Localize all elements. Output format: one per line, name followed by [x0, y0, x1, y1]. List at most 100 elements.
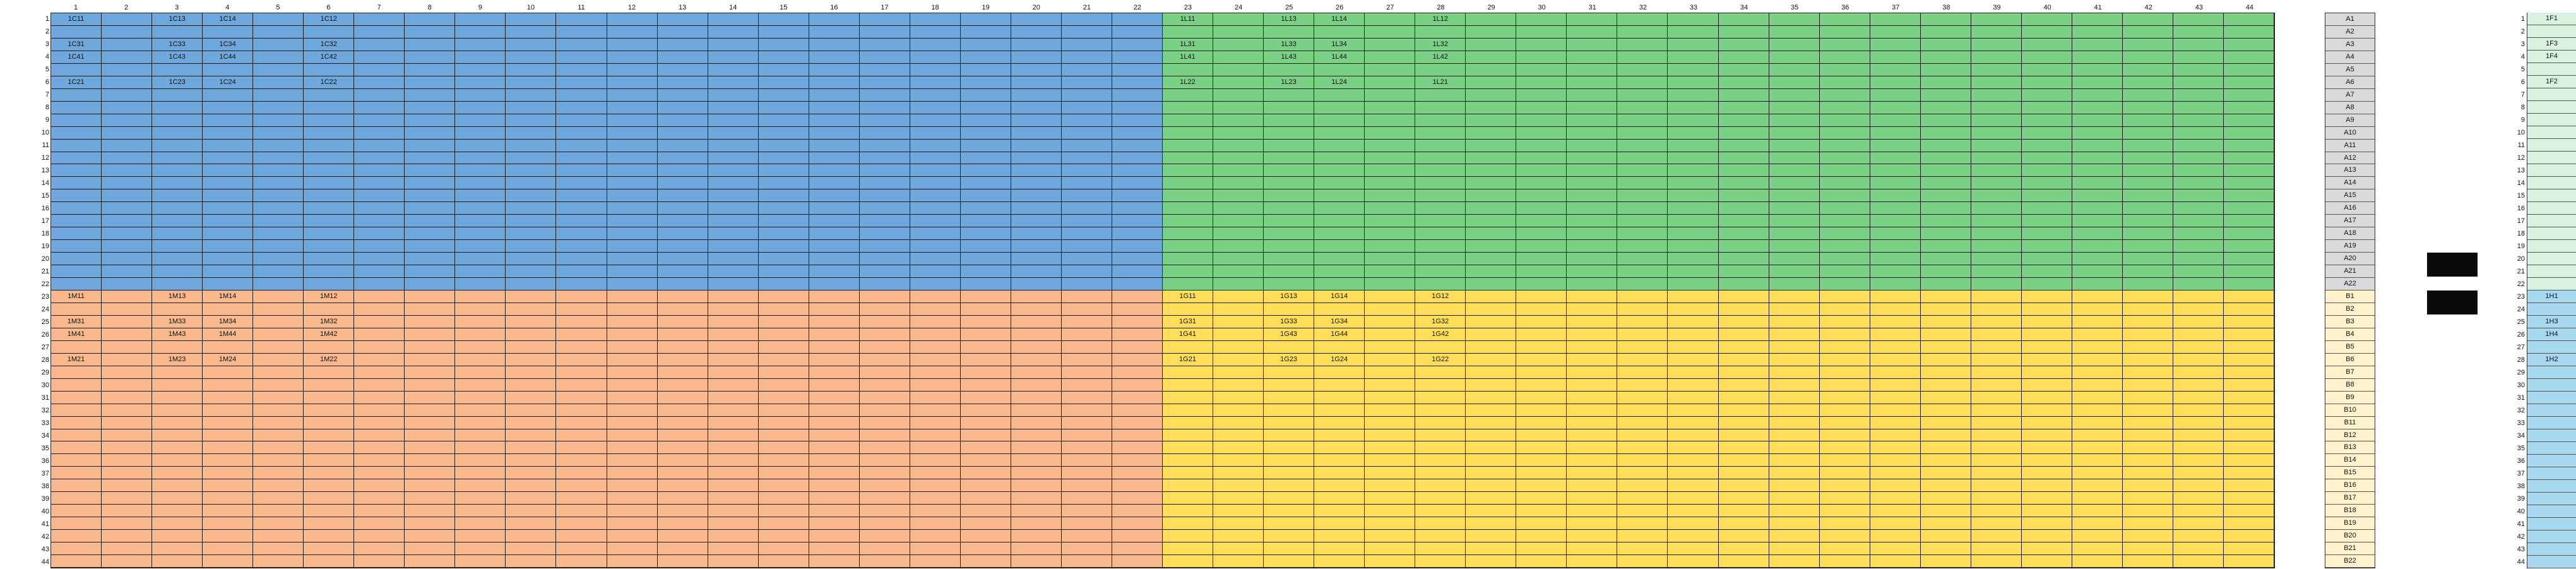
grid-cell[interactable]: [1365, 253, 1416, 266]
grid-cell[interactable]: [859, 88, 910, 102]
grid-cell[interactable]: [253, 253, 304, 266]
grid-cell[interactable]: [758, 441, 809, 455]
grid-cell[interactable]: [253, 265, 304, 279]
grid-cell[interactable]: [1365, 454, 1416, 467]
grid-cell[interactable]: [405, 76, 456, 89]
grid-cell[interactable]: [203, 454, 254, 467]
grid-cell[interactable]: [2173, 278, 2224, 290]
grid-cell[interactable]: [758, 215, 809, 228]
grid-cell[interactable]: 1M21: [51, 353, 102, 366]
grid-cell[interactable]: [1971, 391, 2022, 404]
grid-cell[interactable]: [1011, 542, 1062, 556]
grid-cell[interactable]: [2021, 517, 2072, 530]
grid-cell[interactable]: [1769, 88, 1820, 102]
grid-cell[interactable]: [1718, 25, 1769, 39]
grid-cell[interactable]: [253, 189, 304, 203]
grid-cell[interactable]: [203, 378, 254, 392]
grid-cell[interactable]: [708, 265, 759, 279]
grid-cell[interactable]: [1163, 467, 1214, 480]
grid-cell[interactable]: [2173, 126, 2224, 140]
grid-cell[interactable]: [910, 278, 961, 290]
grid-cell[interactable]: [405, 51, 456, 64]
grid-cell[interactable]: [203, 302, 254, 316]
grid-cell[interactable]: [2072, 404, 2123, 417]
grid-cell[interactable]: [708, 467, 759, 480]
grid-cell[interactable]: [1213, 353, 1264, 366]
grid-cell[interactable]: [1314, 177, 1365, 190]
side-cell[interactable]: [2527, 126, 2576, 139]
grid-cell[interactable]: [2122, 416, 2173, 429]
grid-cell[interactable]: [1365, 164, 1416, 177]
grid-cell[interactable]: [354, 240, 405, 253]
grid-cell[interactable]: [1415, 555, 1466, 568]
grid-cell[interactable]: [253, 542, 304, 556]
grid-cell[interactable]: [1971, 240, 2022, 253]
grid-cell[interactable]: [1668, 353, 1719, 366]
grid-cell[interactable]: [354, 177, 405, 190]
grid-cell[interactable]: [1668, 328, 1719, 341]
grid-cell[interactable]: [2122, 479, 2173, 493]
grid-cell[interactable]: [1617, 164, 1668, 177]
grid-cell[interactable]: [859, 227, 910, 241]
grid-cell[interactable]: [405, 505, 456, 518]
side-cell[interactable]: [2527, 392, 2576, 404]
grid-cell[interactable]: [1061, 126, 1112, 140]
grid-cell[interactable]: [1668, 76, 1719, 89]
grid-cell[interactable]: [758, 189, 809, 203]
grid-cell[interactable]: [556, 517, 607, 530]
grid-cell[interactable]: [1213, 492, 1264, 505]
grid-cell[interactable]: [354, 391, 405, 404]
grid-cell[interactable]: [2072, 152, 2123, 165]
grid-cell[interactable]: [859, 353, 910, 366]
grid-cell[interactable]: 1M34: [203, 315, 254, 328]
grid-cell[interactable]: [253, 63, 304, 76]
grid-cell[interactable]: [1163, 505, 1214, 518]
grid-cell[interactable]: [758, 492, 809, 505]
grid-cell[interactable]: [960, 492, 1011, 505]
grid-cell[interactable]: [960, 530, 1011, 543]
grid-cell[interactable]: [1920, 164, 1971, 177]
grid-cell[interactable]: [1061, 13, 1112, 26]
grid-cell[interactable]: [1011, 177, 1062, 190]
side-cell[interactable]: [2527, 202, 2576, 215]
grid-cell[interactable]: [758, 302, 809, 316]
grid-cell[interactable]: [1971, 340, 2022, 354]
grid-cell[interactable]: [1971, 366, 2022, 379]
grid-cell[interactable]: [2072, 340, 2123, 354]
grid-cell[interactable]: [758, 51, 809, 64]
grid-cell[interactable]: [1971, 13, 2022, 26]
grid-cell[interactable]: [51, 404, 102, 417]
grid-cell[interactable]: [1668, 467, 1719, 480]
grid-cell[interactable]: [2122, 177, 2173, 190]
grid-cell[interactable]: [2173, 189, 2224, 203]
grid-cell[interactable]: [1920, 454, 1971, 467]
grid-cell[interactable]: [2122, 152, 2173, 165]
grid-cell[interactable]: [910, 114, 961, 127]
grid-cell[interactable]: [304, 366, 355, 379]
grid-cell[interactable]: [506, 353, 557, 366]
grid-cell[interactable]: [304, 202, 355, 215]
grid-cell[interactable]: [152, 391, 203, 404]
grid-cell[interactable]: [657, 38, 708, 51]
grid-cell[interactable]: [253, 340, 304, 354]
grid-cell[interactable]: [1011, 454, 1062, 467]
grid-cell[interactable]: 1C13: [152, 13, 203, 26]
grid-cell[interactable]: [1365, 391, 1416, 404]
grid-cell[interactable]: [960, 126, 1011, 140]
grid-cell[interactable]: [51, 366, 102, 379]
grid-cell[interactable]: 1M32: [304, 315, 355, 328]
grid-cell[interactable]: [1718, 101, 1769, 114]
grid-cell[interactable]: [2173, 227, 2224, 241]
grid-cell[interactable]: [51, 126, 102, 140]
grid-cell[interactable]: [1061, 366, 1112, 379]
grid-cell[interactable]: [1365, 88, 1416, 102]
grid-cell[interactable]: [1011, 302, 1062, 316]
grid-cell[interactable]: [1617, 315, 1668, 328]
grid-cell[interactable]: [1365, 479, 1416, 493]
grid-cell[interactable]: [1112, 51, 1163, 64]
grid-cell[interactable]: [1870, 114, 1921, 127]
grid-cell[interactable]: [1516, 114, 1567, 127]
grid-cell[interactable]: [1466, 76, 1517, 89]
grid-cell[interactable]: [1516, 517, 1567, 530]
grid-cell[interactable]: [1264, 542, 1315, 556]
